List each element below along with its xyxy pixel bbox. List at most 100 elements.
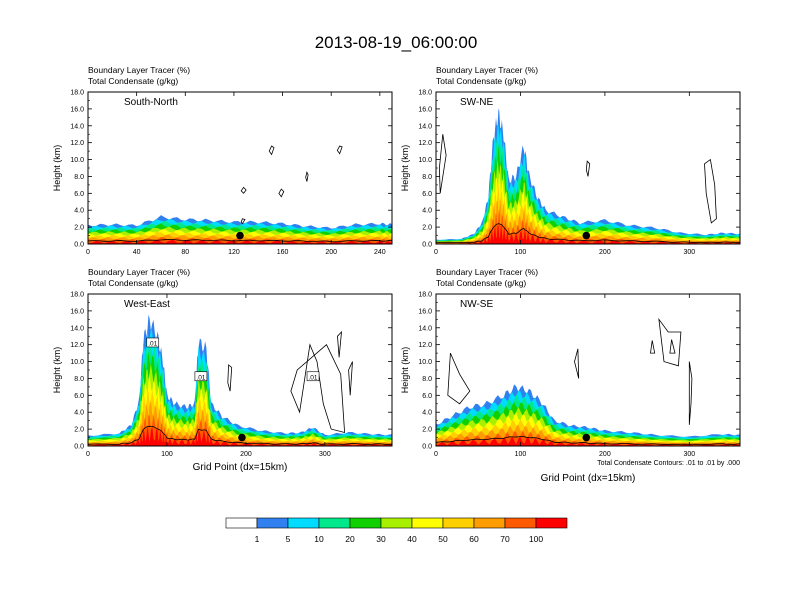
x-tick-label: 160 [277, 249, 289, 256]
tracer-fill [436, 384, 740, 446]
y-tick-label: 14.0 [70, 325, 84, 332]
y-tick-label: 6.0 [74, 191, 84, 198]
panel-2: Boundary Layer Tracer (%)Total Condensat… [400, 65, 741, 256]
x-tick-label: 240 [374, 249, 386, 256]
colorbar-swatch [411, 517, 444, 529]
panel-label: West-East [124, 299, 170, 310]
y-tick-label: 0.0 [74, 444, 84, 451]
x-tick-label: 40 [133, 249, 141, 256]
y-tick-label: 8.0 [74, 174, 84, 181]
panel-subtitle-condensate: Total Condensate (g/kg) [436, 278, 526, 288]
condensate-contour [688, 361, 693, 425]
contour-label: .01 [309, 374, 318, 381]
y-tick-label: 0.0 [422, 444, 432, 451]
colorbar-label: 1 [255, 534, 260, 544]
condensate-contour [447, 352, 471, 405]
y-tick-label: 4.0 [422, 208, 432, 215]
y-tick-label: 8.0 [74, 376, 84, 383]
x-tick-label: 0 [86, 451, 90, 458]
y-axis-label: Height (km) [52, 347, 62, 394]
y-tick-label: 14.0 [70, 123, 84, 130]
condensate-contour [650, 340, 656, 354]
condensate-contour [278, 188, 285, 198]
condensate-contour [336, 145, 343, 155]
y-tick-label: 2.0 [422, 225, 432, 232]
panel-subtitle-tracer: Boundary Layer Tracer (%) [436, 267, 538, 277]
condensate-contour [669, 339, 676, 354]
colorbar-label: 30 [376, 534, 386, 544]
location-marker [582, 433, 591, 442]
panel-4: Boundary Layer Tracer (%)Total Condensat… [400, 267, 741, 484]
colorbar-label: 10 [314, 534, 324, 544]
colorbar-label: 40 [407, 534, 417, 544]
y-tick-label: 12.0 [70, 140, 84, 147]
y-tick-label: 18.0 [70, 90, 84, 97]
condensate-contour [88, 425, 392, 445]
tracer-layer-100 [88, 425, 392, 446]
colorbar-swatch [287, 517, 320, 529]
y-tick-label: 14.0 [418, 123, 432, 130]
colorbar-swatch [349, 517, 382, 529]
tracer-layer-100 [88, 239, 392, 244]
colorbar-swatch [225, 517, 258, 529]
condensate-contour [88, 238, 392, 243]
x-tick-label: 100 [515, 451, 527, 458]
y-tick-label: 2.0 [422, 427, 432, 434]
x-tick-label: 80 [181, 249, 189, 256]
y-tick-label: 6.0 [422, 393, 432, 400]
y-tick-label: 16.0 [418, 308, 432, 315]
panel-subtitle-condensate: Total Condensate (g/kg) [88, 278, 178, 288]
panel-subtitle-condensate: Total Condensate (g/kg) [88, 76, 178, 86]
panel-subtitle-condensate: Total Condensate (g/kg) [436, 76, 526, 86]
x-tick-label: 300 [683, 451, 695, 458]
contour-label-box [146, 337, 160, 348]
colorbar-label: 100 [529, 534, 543, 544]
y-tick-label: 12.0 [418, 140, 432, 147]
y-tick-label: 16.0 [70, 106, 84, 113]
x-tick-label: 200 [240, 451, 252, 458]
x-tick-label: 300 [319, 451, 331, 458]
y-tick-label: 18.0 [70, 292, 84, 299]
y-tick-label: 14.0 [418, 325, 432, 332]
location-marker [582, 231, 591, 240]
condensate-contour [240, 218, 246, 225]
y-tick-label: 10.0 [70, 157, 84, 164]
condensate-contour [436, 223, 740, 243]
condensate-contours [436, 134, 740, 243]
condensate-contour [348, 361, 353, 396]
colorbar-label: 60 [469, 534, 479, 544]
condensate-contour [227, 364, 233, 392]
condensate-contour [574, 348, 580, 379]
x-tick-label: 100 [515, 249, 527, 256]
condensate-contour [268, 145, 275, 156]
condensate-contour [704, 158, 717, 224]
y-tick-label: 2.0 [74, 225, 84, 232]
plot-area [88, 92, 392, 244]
panel-label: SW-NE [460, 97, 493, 108]
panel-subtitle-tracer: Boundary Layer Tracer (%) [436, 65, 538, 75]
condensate-contours [436, 317, 740, 445]
y-tick-label: 4.0 [74, 410, 84, 417]
colorbar-label: 50 [438, 534, 448, 544]
y-tick-label: 16.0 [418, 106, 432, 113]
contour-label: .01 [148, 340, 157, 347]
x-tick-label: 300 [683, 249, 695, 256]
x-tick-label: 120 [228, 249, 240, 256]
panel-subtitle-tracer: Boundary Layer Tracer (%) [88, 267, 190, 277]
condensate-contours [88, 330, 392, 445]
colorbar-swatch [318, 517, 351, 529]
x-tick-label: 200 [599, 451, 611, 458]
contour-note: Total Condensate Contours: .01 to .01 by… [597, 460, 740, 467]
colorbar-swatch [535, 517, 568, 529]
y-tick-label: 0.0 [74, 242, 84, 249]
x-tick-label: 0 [434, 451, 438, 458]
y-axis-label: Height (km) [400, 145, 410, 192]
y-tick-label: 10.0 [70, 359, 84, 366]
location-marker [238, 433, 246, 442]
x-axis-label: Grid Point (dx=15km) [541, 473, 636, 484]
y-tick-label: 6.0 [74, 393, 84, 400]
y-tick-label: 4.0 [422, 410, 432, 417]
x-axis-label: Grid Point (dx=15km) [193, 462, 288, 473]
location-marker [236, 231, 244, 240]
